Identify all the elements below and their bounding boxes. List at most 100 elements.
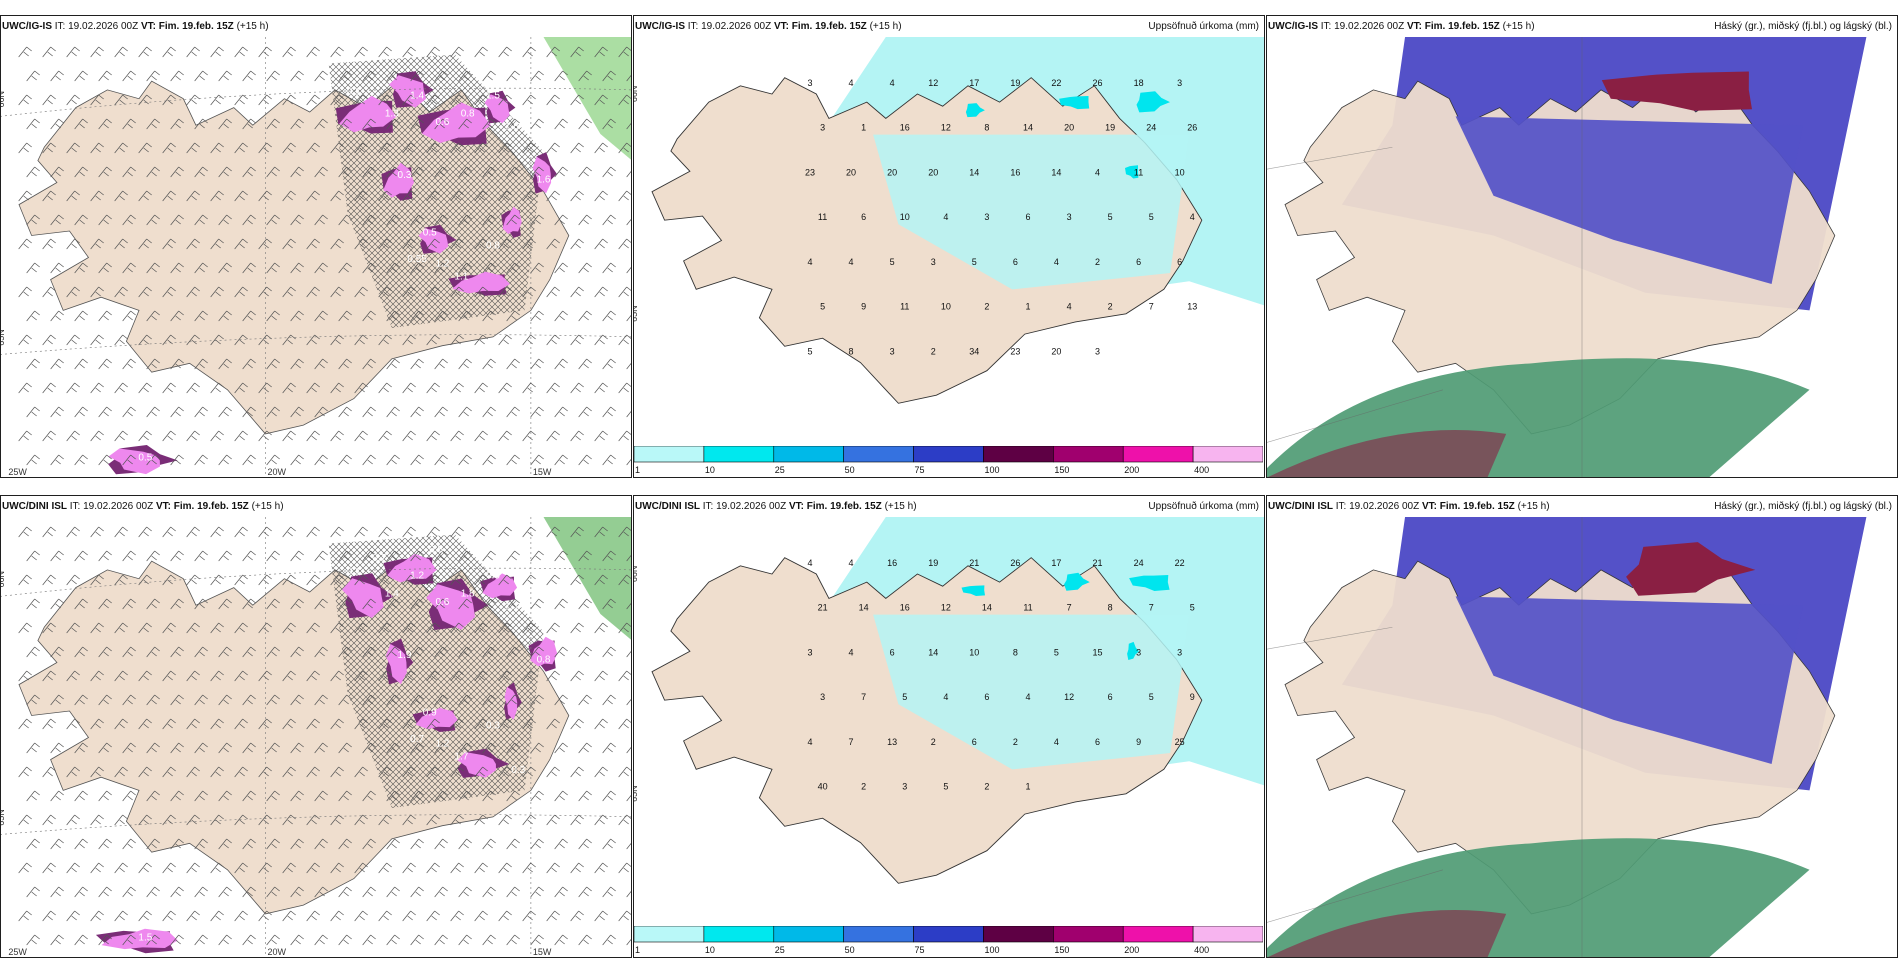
map-area[interactable] xyxy=(1266,37,1898,478)
precip-total-label: 17 xyxy=(969,78,979,88)
precip-heavy-area xyxy=(1059,96,1090,110)
map-area[interactable]: 4 4 16 19 21 26 17 21 24 22 21 14 16 12 14 11 7 8 7 5 3 4 6 14 1… xyxy=(633,517,1265,924)
precip-contour xyxy=(342,578,384,618)
wind-barb xyxy=(266,214,280,226)
wind-barb xyxy=(450,766,464,778)
map-area[interactable]: 3 4 4 12 17 19 22 26 18 3 3 1 16 12 8 14 20 19 24 26 23 20 20 2… xyxy=(633,37,1265,444)
wind-barb xyxy=(290,310,304,322)
wind-barb xyxy=(26,598,40,610)
wind-barb xyxy=(338,358,352,370)
wind-barb xyxy=(146,454,160,466)
precip-total-label: 21 xyxy=(818,603,828,613)
wind-barb xyxy=(162,142,176,154)
precip-total-label: 13 xyxy=(1187,302,1197,312)
wind-barb xyxy=(474,190,488,202)
precip-value-label: 1.1 xyxy=(454,272,468,283)
wind-barb xyxy=(578,838,592,850)
precip-total-label: 6 xyxy=(1108,692,1113,702)
wind-barb xyxy=(18,94,32,106)
init-label: IT: xyxy=(54,21,66,32)
precip-total-label: 3 xyxy=(807,78,812,88)
wind-barb xyxy=(314,310,328,322)
wind-barb xyxy=(258,574,272,586)
precip-total-label: 2 xyxy=(1013,737,1018,747)
wind-barb xyxy=(450,334,464,346)
wind-barb xyxy=(498,814,512,826)
wind-barb xyxy=(170,406,184,418)
precip-value-label: 1.4 xyxy=(410,91,424,102)
init-label: IT: xyxy=(1320,21,1332,32)
precip-legend: 1 10 25 50 75 100 150 200 400 xyxy=(633,925,1264,955)
wind-barb xyxy=(242,214,256,226)
precip-value-label: 1.2 xyxy=(435,738,449,749)
init-label: IT: xyxy=(687,21,699,32)
wind-barb xyxy=(162,910,176,922)
wind-barb xyxy=(498,190,512,202)
wind-barb xyxy=(42,46,56,58)
wind-barb xyxy=(306,718,320,730)
wind-barb xyxy=(570,94,584,106)
wind-barb xyxy=(266,166,280,178)
map-area[interactable]: 0.1 1.4 1.2 0.6 1.8 0.5 1.1 1.9 0.9 1.7 0.3 0.7 1.2 0… xyxy=(0,517,632,958)
wind-barb xyxy=(618,190,632,202)
wind-barb xyxy=(282,286,296,298)
legend-tick-label: 25 xyxy=(775,945,785,955)
wind-barb xyxy=(114,766,128,778)
legend-tick-label: 10 xyxy=(705,945,715,955)
model-name: UWC/IG-IS xyxy=(635,21,685,32)
precip-total-label: 6 xyxy=(984,692,989,702)
wind-barb xyxy=(426,382,440,394)
wind-barb xyxy=(498,622,512,634)
wind-barb xyxy=(450,190,464,202)
precip-total-label: 2 xyxy=(931,737,936,747)
map-area[interactable] xyxy=(1266,517,1898,958)
wind-barb xyxy=(282,766,296,778)
map-panel-wind: UWC/IG-IS IT: 19.02.2026 00Z VT: Fim. 19… xyxy=(0,15,632,478)
legend-swatch xyxy=(843,925,914,943)
wind-barb xyxy=(618,526,632,538)
wind-barb xyxy=(138,862,152,874)
wind-barb xyxy=(234,334,248,346)
wind-barb xyxy=(314,694,328,706)
wind-barb xyxy=(146,406,160,418)
precip-total-label: 2 xyxy=(1108,302,1113,312)
wind-barb xyxy=(530,838,544,850)
wind-barb xyxy=(74,310,88,322)
precip-value-label: 0.3 xyxy=(486,721,500,732)
wind-barb xyxy=(194,118,208,130)
wind-barb xyxy=(594,670,608,682)
longitude-label: 20W xyxy=(267,947,286,957)
wind-barb xyxy=(66,430,80,442)
precip-total-label: 16 xyxy=(887,558,897,568)
model-name: UWC/IG-IS xyxy=(2,21,52,32)
wind-barb xyxy=(290,598,304,610)
wind-barb xyxy=(186,910,200,922)
precip-value-label: 0.55 xyxy=(407,254,427,265)
wind-barb xyxy=(578,262,592,274)
valid-label: VT: xyxy=(155,501,171,512)
wind-barb xyxy=(210,526,224,538)
precip-total-label: 4 xyxy=(1095,167,1100,177)
wind-barb xyxy=(66,190,80,202)
wind-barb xyxy=(338,742,352,754)
wind-barb xyxy=(402,574,416,586)
precip-total-label: 10 xyxy=(941,302,951,312)
wind-barb xyxy=(522,766,536,778)
wind-barb xyxy=(266,790,280,802)
valid-time: Fim. 19.feb. 15Z xyxy=(1424,21,1500,32)
wind-barb xyxy=(522,718,536,730)
wind-barb xyxy=(378,46,392,58)
wind-barb xyxy=(618,142,632,154)
wind-barb xyxy=(378,430,392,442)
wind-barb xyxy=(554,262,568,274)
wind-barb xyxy=(306,430,320,442)
wind-barb xyxy=(170,742,184,754)
map-area[interactable]: 0.1 1.3 1.4 0.6 0.8 1.5 1.6 0.3 0.5 1.1 0.8 0.55 1.2… xyxy=(0,37,632,478)
wind-barb xyxy=(554,550,568,562)
wind-barb xyxy=(258,286,272,298)
wind-barb xyxy=(554,838,568,850)
wind-barb xyxy=(482,454,496,466)
legend-tick-label: 150 xyxy=(1054,945,1069,955)
wind-barb xyxy=(282,238,296,250)
valid-time: Fim. 19.feb. 15Z xyxy=(1439,501,1515,512)
